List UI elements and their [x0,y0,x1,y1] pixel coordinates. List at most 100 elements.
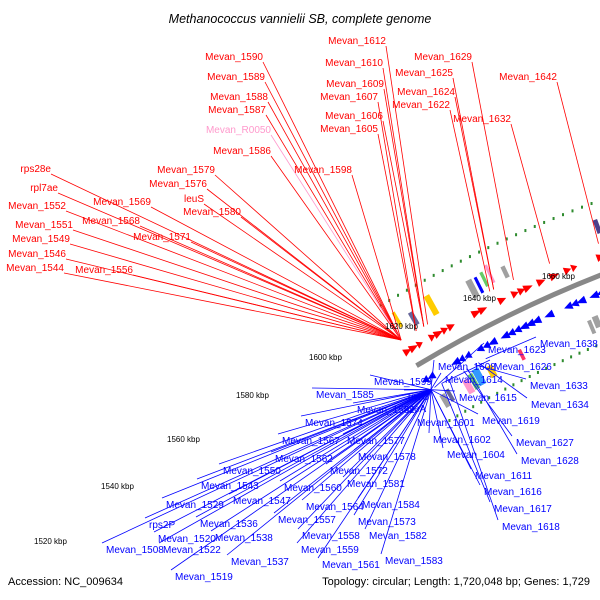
feature-block [471,367,487,387]
gene-arrow [510,291,519,299]
label-leader-line [385,45,428,325]
label-leader-line [101,389,432,544]
gene-arrow [531,315,543,324]
gene-arrow [500,330,511,339]
label-mevan-1582: Mevan_1582 [369,531,427,542]
label-mevan-1529: Mevan_1529 [166,500,224,511]
grid-tick [468,255,471,259]
label-mevan-1590: Mevan_1590 [205,52,263,63]
label-leader-line [364,389,432,530]
label-leader-line [430,389,444,449]
grid-tick [590,202,593,206]
label-leader-line [369,374,431,391]
grid-tick [524,229,527,233]
label-leader-line [158,389,432,544]
label-leader-line [474,364,527,380]
label-mevan-1629: Mevan_1629 [414,52,472,63]
label-leader-line [265,114,402,341]
label-mevan-1626: Mevan_1626 [494,362,552,373]
gene-arrow [432,330,444,339]
label-leader-line [430,389,479,415]
label-leader-line [270,155,402,341]
grid-tick [496,241,499,245]
label-leader-line [380,389,432,555]
label-mevan-1586: Mevan_1586 [213,146,271,157]
grid-tick [543,220,546,224]
tick-label-1520: 1520 kbp [34,537,67,546]
label-mevan-1632: Mevan_1632 [453,114,511,125]
label-mevan-1578: Mevan_1578 [358,452,416,463]
grid-tick [432,273,435,277]
feature-block [484,264,496,284]
label-leader-line [471,61,514,280]
label-mevan-1543: Mevan_1543 [201,481,259,492]
label-mevan-1552: Mevan_1552 [8,201,66,212]
grid-tick [505,237,508,241]
grid-tick [571,209,574,213]
label-uvrc: uvrC [408,392,429,403]
label-mevan-1623: Mevan_1623 [488,345,546,356]
label-leader-line [273,389,432,514]
label-mevan-1638: Mevan_1638 [540,339,598,350]
label-mevan-1562: Mevan_1562 [275,454,333,465]
label-mevan-1627: Mevan_1627 [516,438,574,449]
grid-tick [504,387,507,391]
label-mevan-1619: Mevan_1619 [482,416,540,427]
label-leader-line [196,389,432,480]
label-leader-line [351,174,402,341]
tick-label-1600: 1600 kbp [309,353,342,362]
label-leader-line [277,389,432,435]
label-mevan-1551: Mevan_1551 [15,220,73,231]
label-leader-line [449,109,491,292]
label-mevan-1546: Mevan_1546 [8,249,66,260]
label-leader-line [270,134,402,341]
label-leader-line [430,359,435,390]
label-leader-line [377,133,417,332]
grid-tick [496,391,499,395]
label-mevan-1536: Mevan_1536 [200,519,258,530]
gene-arrow [458,354,467,362]
label-mevan-1544: Mevan_1544 [6,263,64,274]
label-mevan-1611: Mevan_1611 [475,471,533,482]
gene-arrow [446,324,455,332]
label-leader-line [203,203,402,341]
label-leader-line [353,389,432,516]
gene-arrow [570,264,578,273]
gene-arrow [564,301,574,309]
tick-label-1560: 1560 kbp [167,435,200,444]
label-leader-line [478,362,528,399]
grid-tick [581,205,584,209]
label-mevan-1609: Mevan_1609 [326,79,384,90]
grid-tick [536,370,539,374]
label-leader-line [144,389,432,519]
gene-arrow [548,273,560,282]
label-mevan-1606: Mevan_1606 [325,111,383,122]
label-mevan-1538: Mevan_1538 [215,533,273,544]
gene-arrow [513,324,523,333]
gene-arrow [422,375,431,383]
label-leader-line [430,389,481,486]
gene-arrow [525,318,536,327]
label-leader-line [65,210,402,341]
label-leader-line [466,368,518,455]
label-mevan-1572: Mevan_1572 [330,466,388,477]
label-mevan-r0050: Mevan_R0050 [206,125,271,136]
label-leader-line [441,359,491,384]
tick-label-1580: 1580 kbp [236,391,269,400]
gene-arrow [522,285,533,294]
grid-tick [552,217,555,221]
label-mevan-1550: Mevan_1550 [223,466,281,477]
label-leader-line [226,389,432,556]
gene-arrow [464,350,473,358]
feature-block [479,271,490,287]
grid-tick [520,379,523,383]
label-leader-line [434,342,485,388]
label-mevan-1508: Mevan_1508 [106,545,164,556]
label-mevan-1642: Mevan_1642 [499,72,557,83]
map-title: Methanococcus vannielii SB, complete gen… [169,12,432,26]
label-mevan-1604: Mevan_1604 [447,450,505,461]
label-leader-line [267,101,402,341]
label-mevan-1612: Mevan_1612 [328,36,386,47]
label-mevan-1584: Mevan_1584 [362,500,420,511]
